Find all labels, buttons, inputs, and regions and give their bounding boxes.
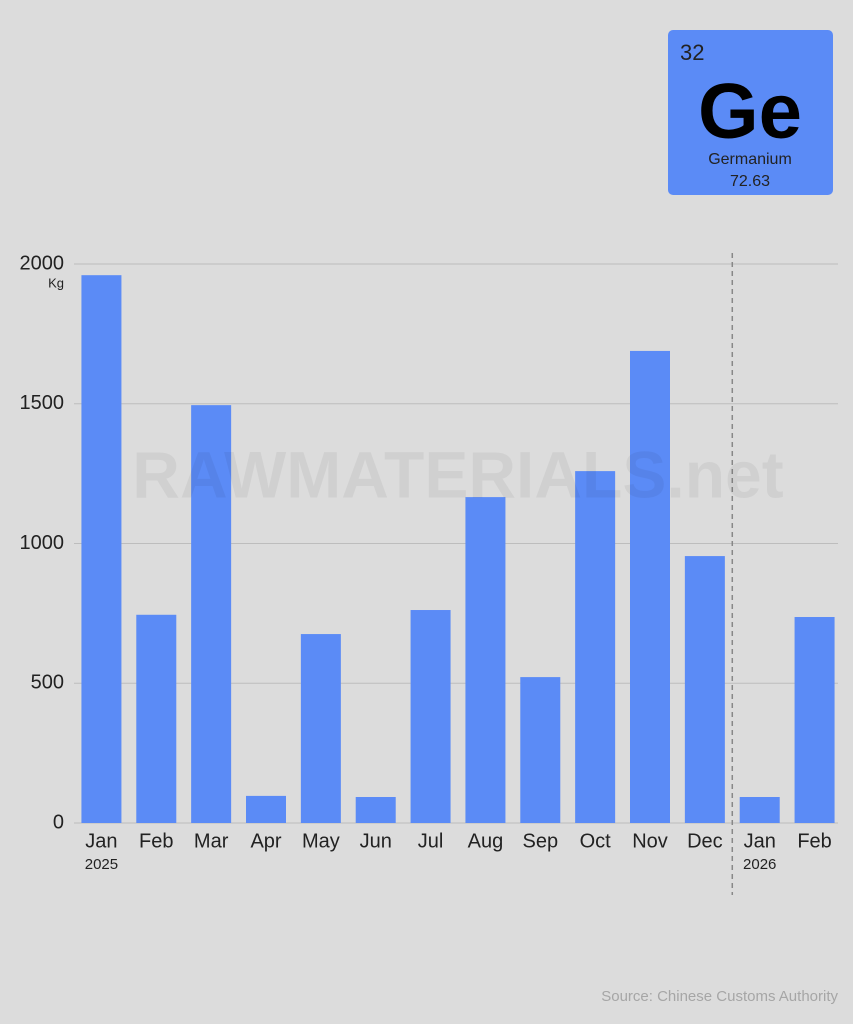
bar [81,275,122,823]
x-sublabel: 2026 [743,856,776,873]
bar [300,634,341,823]
source: Source: Chinese Customs Authority [601,988,838,1005]
x-tick-label: Mar [194,830,229,852]
bar [739,797,780,823]
y-tick-label: 1000 [20,532,65,554]
bar [684,556,725,823]
badge-mass: 72.63 [730,173,770,190]
y-tick-label: 2000 [20,252,65,274]
watermark: RAWMATERIALS.net [132,437,783,511]
bar [410,610,451,823]
x-tick-label: Dec [687,830,723,852]
bar [794,617,835,823]
bar [520,677,561,823]
y-tick-label: 1500 [20,392,65,414]
x-tick-label: Jan [744,830,776,852]
x-tick-label: Oct [580,830,612,852]
bar [191,405,232,823]
bar [246,795,286,823]
bar [465,497,506,823]
x-tick-label: Jan [85,830,117,852]
x-tick-label: Sep [522,830,558,852]
x-tick-label: Aug [468,830,504,852]
x-tick-label: Feb [797,830,831,852]
x-tick-label: Feb [139,830,173,852]
bar [355,797,396,823]
bar [136,614,177,823]
badge-number: 32 [680,40,704,65]
bar [575,471,616,823]
x-tick-label: Apr [250,830,281,852]
badge-name: Germanium [708,151,792,168]
x-tick-label: Nov [632,830,668,852]
y-tick-label: 500 [31,672,64,694]
y-unit: Kg [48,275,64,290]
x-tick-label: May [302,830,340,852]
y-tick-label: 0 [53,811,64,833]
x-tick-label: Jun [360,830,392,852]
x-tick-label: Jul [418,830,444,852]
element-badge [668,30,833,195]
badge-symbol: Ge [698,67,802,155]
bar [630,350,670,823]
x-sublabel: 2025 [85,856,118,873]
